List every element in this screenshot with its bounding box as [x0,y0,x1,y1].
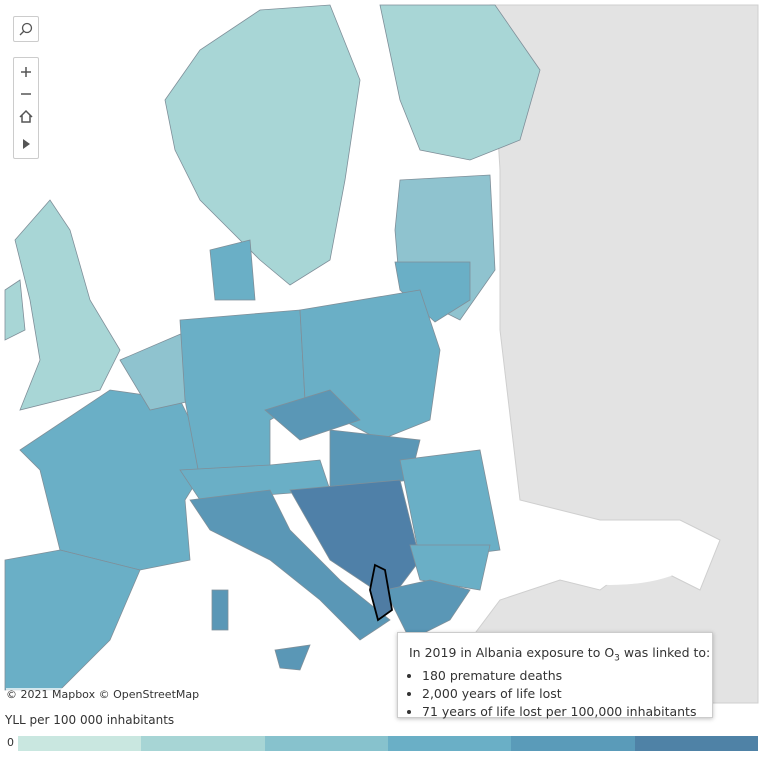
home[interactable] [19,109,33,123]
search-icon [19,22,33,36]
country[interactable] [189,489,391,641]
country[interactable] [409,544,491,591]
country[interactable] [274,644,311,671]
legend-min-label: 0 [7,736,14,749]
countries [4,4,541,691]
black-sea [525,525,695,585]
country[interactable] [4,279,26,341]
heading-text: was linked to: [619,645,711,660]
attribution: © 2021 Mapbox © OpenStreetMap [6,688,200,701]
country[interactable] [14,199,121,411]
legend-step [634,736,758,751]
zoom-controls [13,57,39,159]
country[interactable] [384,579,471,641]
tooltip-item: 71 years of life lost per 100,000 inhabi… [422,703,712,721]
heading-text: In 2019 in Albania exposure to O [409,645,615,660]
country[interactable] [264,389,361,441]
legend-bar [18,736,758,751]
tooltip-item: 2,000 years of life lost [422,685,712,703]
country[interactable] [289,479,421,601]
tooltip-item: 180 premature deaths [422,667,712,685]
country[interactable] [394,261,471,323]
legend-step [264,736,388,751]
selected-country[interactable] [369,563,393,622]
country[interactable] [209,239,256,301]
country[interactable] [211,589,229,631]
heading-subscript: 3 [614,653,620,664]
country[interactable] [399,449,501,561]
legend-title: YLL per 100 000 inhabitants [5,713,175,727]
legend-step [18,736,142,751]
country[interactable] [164,4,361,286]
tooltip-list: 180 premature deaths2,000 years of life … [409,667,712,721]
tooltip-heading: In 2019 in Albania exposure to O3 was li… [409,645,712,664]
legend-step [141,736,265,751]
country[interactable] [4,549,141,691]
map[interactable] [0,0,763,705]
tooltip: In 2019 in Albania exposure to O3 was li… [397,632,713,721]
zoom-icons [19,67,33,149]
legend-step [511,736,635,751]
country[interactable] [379,4,541,161]
play[interactable] [23,139,30,149]
search-button[interactable] [13,16,39,42]
legend-step [387,736,512,751]
